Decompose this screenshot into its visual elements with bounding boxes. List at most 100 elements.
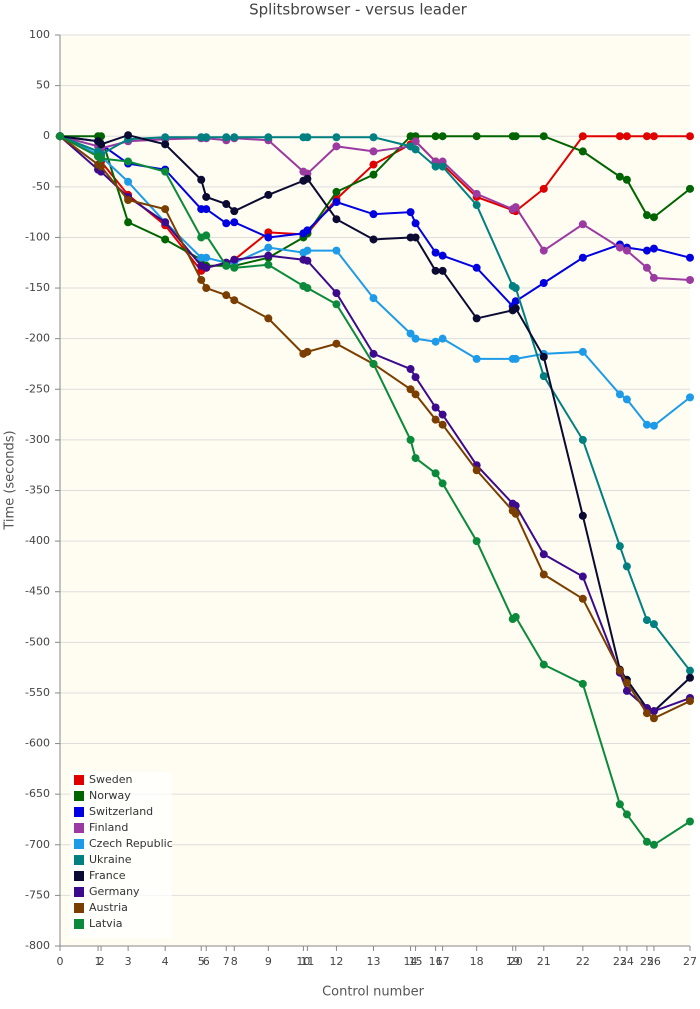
point xyxy=(622,395,631,404)
point xyxy=(202,253,211,262)
y-tick-label: -100 xyxy=(25,230,50,243)
x-tick-label: 17 xyxy=(436,955,450,968)
point xyxy=(472,537,481,546)
legend-swatch xyxy=(74,839,84,849)
point xyxy=(472,354,481,363)
point xyxy=(411,137,420,146)
point xyxy=(642,837,651,846)
legend-label: Norway xyxy=(89,789,131,802)
legend-label: Ukraine xyxy=(89,853,132,866)
point xyxy=(97,140,106,149)
point xyxy=(642,616,651,625)
point xyxy=(539,278,548,287)
point xyxy=(264,314,273,323)
point xyxy=(615,542,624,551)
point xyxy=(230,218,239,227)
point xyxy=(431,266,440,275)
series-line xyxy=(59,135,691,281)
x-tick-label: 20 xyxy=(509,955,523,968)
point xyxy=(438,266,447,275)
y-tick-label: -400 xyxy=(25,534,50,547)
x-tick-label: 16 xyxy=(429,955,443,968)
x-tick-label: 2 xyxy=(98,955,105,968)
point xyxy=(222,219,231,228)
series-line xyxy=(59,134,691,713)
y-tick-label: 0 xyxy=(43,129,50,142)
point xyxy=(161,235,170,244)
point xyxy=(578,594,587,603)
point xyxy=(539,570,548,579)
point xyxy=(615,800,624,809)
point xyxy=(649,273,658,282)
legend-swatch xyxy=(74,903,84,913)
point xyxy=(230,263,239,272)
point xyxy=(161,218,170,227)
point xyxy=(303,226,312,235)
point xyxy=(411,219,420,228)
point xyxy=(369,294,378,303)
point xyxy=(431,469,440,478)
point xyxy=(686,275,694,284)
legend-label: France xyxy=(89,869,126,882)
point xyxy=(431,248,440,257)
point xyxy=(642,246,651,255)
y-tick-label: -600 xyxy=(25,737,50,750)
series-line xyxy=(59,135,691,308)
point xyxy=(411,390,420,399)
point xyxy=(124,218,133,227)
y-tick-label: -550 xyxy=(25,686,50,699)
point xyxy=(230,207,239,216)
x-tick-label: 18 xyxy=(470,955,484,968)
point xyxy=(202,192,211,201)
point xyxy=(124,177,133,186)
point xyxy=(369,133,378,142)
legend-label: Czech Republic xyxy=(89,837,173,850)
y-tick-label: 100 xyxy=(29,28,50,41)
point xyxy=(222,291,231,300)
point xyxy=(686,697,694,706)
point xyxy=(264,243,273,252)
point xyxy=(539,550,548,559)
y-tick-label: -300 xyxy=(25,433,50,446)
x-tick-label: 0 xyxy=(57,955,64,968)
point xyxy=(649,244,658,253)
point xyxy=(230,255,239,264)
point xyxy=(202,133,211,142)
point xyxy=(578,253,587,262)
point xyxy=(332,339,341,348)
point xyxy=(615,172,624,181)
x-tick-label: 25 xyxy=(640,955,654,968)
point xyxy=(303,174,312,183)
x-tick-label: 3 xyxy=(125,955,132,968)
x-axis-title: Control number xyxy=(322,985,425,1000)
point xyxy=(264,233,273,242)
point xyxy=(264,133,273,142)
y-tick-label: -500 xyxy=(25,635,50,648)
point xyxy=(222,200,231,209)
point xyxy=(511,304,520,313)
point xyxy=(369,359,378,368)
point xyxy=(511,203,520,212)
legend-label: Sweden xyxy=(89,773,132,786)
point xyxy=(472,201,481,210)
point xyxy=(202,205,211,214)
point xyxy=(431,162,440,171)
point xyxy=(649,421,658,430)
point xyxy=(124,131,133,140)
x-tick-label: 23 xyxy=(613,955,627,968)
point xyxy=(161,140,170,149)
point xyxy=(431,403,440,412)
point xyxy=(578,347,587,356)
point xyxy=(472,263,481,272)
point xyxy=(332,246,341,255)
point xyxy=(411,373,420,382)
y-tick-label: -700 xyxy=(25,838,50,851)
point xyxy=(622,246,631,255)
point xyxy=(686,393,694,402)
point xyxy=(230,296,239,305)
y-axis-title: Time (seconds) xyxy=(3,430,18,530)
point xyxy=(649,707,658,716)
point xyxy=(615,243,624,252)
point xyxy=(369,349,378,358)
